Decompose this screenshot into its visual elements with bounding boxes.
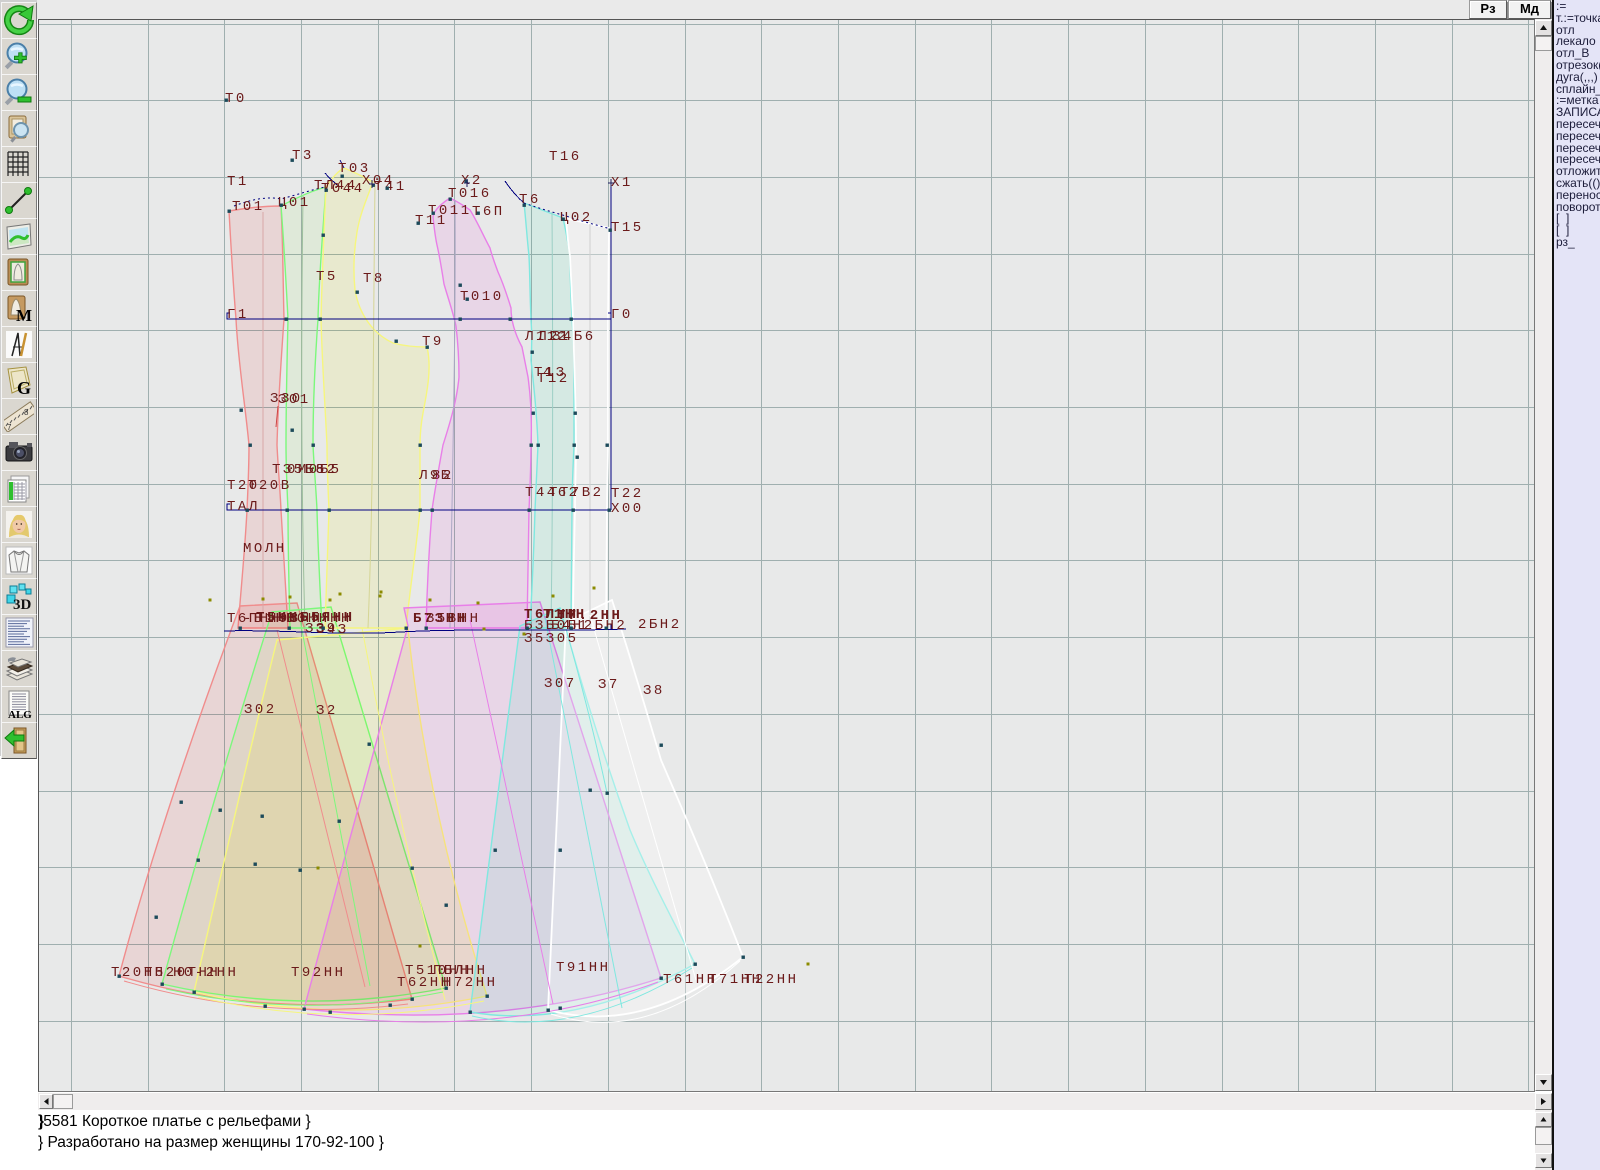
svg-text:Х04: Х04 — [362, 173, 395, 189]
svg-text:2БН2: 2БН2 — [638, 617, 682, 633]
svg-text:З5ВНН: З5ВНН — [426, 611, 481, 627]
svg-text:Т20В: Т20В — [248, 478, 292, 494]
svg-text:Л21: Л21 — [537, 329, 571, 345]
svg-text:Т4462: Т4462 — [525, 485, 580, 501]
svg-text:ТЗ5Б8: ТЗ5Б8 — [272, 462, 327, 478]
svg-text:Т5НН: Т5НН — [256, 610, 300, 626]
svg-text:Т11: Т11 — [415, 213, 448, 229]
svg-text:Т12: Т12 — [537, 371, 570, 387]
svg-text:Т5: Т5 — [316, 269, 338, 285]
svg-text:З8: З8 — [643, 683, 665, 699]
svg-text:Т1: Т1 — [227, 174, 249, 190]
svg-text:G: G — [17, 378, 31, 396]
svg-text:Т1НН: Т1НН — [543, 607, 587, 623]
svg-text:З01: З01 — [278, 392, 311, 408]
svg-text:Л112: Л112 — [524, 329, 569, 345]
svg-text:Т7.2НН: Т7.2НН — [557, 608, 622, 624]
svg-text:Н9ЗНН: Н9ЗНН — [268, 611, 323, 627]
svg-text:Т61НН: Т61НН — [663, 972, 718, 988]
svg-text:З4З: З4З — [316, 622, 349, 638]
svg-text:Т91НН: Т91НН — [556, 960, 611, 976]
svg-text:Т20: Т20 — [227, 478, 260, 494]
svg-text:Т6ЛНН: Т6ЛНН — [524, 607, 579, 623]
svg-text:ТАЛ: ТАЛ — [227, 499, 260, 515]
svg-text:З2: З2 — [316, 703, 338, 719]
svg-text:Л9Б: Л9Б — [418, 468, 452, 484]
svg-text:Т520ТНН: Т520ТНН — [144, 965, 220, 981]
svg-text:Х00: Х00 — [611, 501, 644, 517]
svg-text:ПБЛНН: ПБЛНН — [433, 963, 488, 979]
svg-text:Т3: Т3 — [292, 148, 314, 164]
svg-text:Т510НН: Т510НН — [405, 963, 470, 979]
svg-text:ЗЗ0: ЗЗ0 — [270, 391, 303, 407]
svg-text:Т16: Т16 — [549, 149, 582, 165]
svg-text:Т010: Т010 — [460, 289, 504, 305]
svg-text:Н0-2НН: Н0-2НН — [173, 965, 238, 981]
svg-text:82: 82 — [432, 468, 454, 484]
svg-text:Б7ЗНН: Б7ЗНН — [413, 611, 468, 627]
svg-text:Т6ПНН: Т6ПНН — [227, 611, 282, 627]
svg-text:Т8: Т8 — [363, 271, 385, 287]
svg-text:ЗЗ9: ЗЗ9 — [305, 621, 338, 637]
svg-text:0М0Б5: 0М0Б5 — [287, 462, 342, 478]
svg-text:Т016: Т016 — [448, 186, 492, 202]
svg-text:Т6П: Т6П — [472, 204, 505, 220]
svg-text:ТЛ44: ТЛ44 — [314, 178, 358, 194]
svg-text:В0НН: В0НН — [286, 611, 330, 627]
svg-text:4: 4 — [543, 365, 554, 381]
svg-text:БЗБ0Б1: БЗБ0Б1 — [524, 618, 589, 634]
svg-text:Т0: Т0 — [225, 91, 247, 107]
svg-text:Ц01: Ц01 — [278, 195, 311, 211]
svg-text:M: M — [16, 306, 32, 324]
svg-text:НН: НН — [330, 611, 352, 627]
svg-text:3D: 3D — [13, 597, 32, 612]
svg-text:Х1: Х1 — [611, 175, 633, 191]
svg-text:Х2: Х2 — [461, 173, 483, 189]
svg-text:ALG: ALG — [8, 709, 32, 720]
svg-text:Н72НН: Н72НН — [443, 975, 498, 991]
svg-text:Б52: Б52 — [305, 462, 338, 478]
svg-text:Ц02: Ц02 — [560, 210, 593, 226]
svg-text:Т9: Т9 — [422, 334, 444, 350]
svg-text:З4Б6: З4Б6 — [552, 329, 596, 345]
svg-text:Т20НН: Т20НН — [111, 965, 166, 981]
svg-text:8: 8 — [24, 408, 29, 417]
svg-text:ТТ7В2: ТТ7В2 — [549, 485, 604, 501]
svg-text:-Б1НН: -Б1НН — [243, 611, 298, 627]
svg-text:Т22: Т22 — [611, 486, 644, 502]
svg-text:Т1З: Т1З — [534, 365, 567, 381]
svg-text:Г0: Г0 — [611, 307, 633, 323]
svg-text:З02: З02 — [244, 702, 277, 718]
svg-text:З7: З7 — [598, 677, 620, 693]
svg-text:7: 7 — [7, 423, 12, 432]
svg-text:Б5ЯНН: Б5ЯНН — [300, 610, 355, 626]
svg-text:Т011: Т011 — [428, 203, 472, 219]
svg-text:Т01: Т01 — [232, 199, 265, 215]
svg-text:З07: З07 — [544, 676, 577, 692]
svg-text:З5З05: З5З05 — [524, 631, 579, 647]
svg-text:Г1: Г1 — [227, 307, 249, 323]
svg-text:Т15: Т15 — [611, 220, 644, 236]
svg-text:Т6: Т6 — [519, 192, 541, 208]
svg-text:Б4Н2БН2: Б4Н2БН2 — [551, 618, 627, 634]
svg-text:МОЛН: МОЛН — [243, 541, 287, 557]
svg-text:Т92НН: Т92НН — [291, 965, 346, 981]
svg-text:Т41: Т41 — [374, 179, 407, 195]
svg-text:Т71НН: Т71НН — [708, 972, 763, 988]
svg-text:Т044: Т044 — [321, 181, 365, 197]
svg-text:Т03: Т03 — [338, 161, 371, 177]
svg-text:Т62НН: Т62НН — [397, 975, 452, 991]
svg-text:Т22НН: Т22НН — [744, 972, 799, 988]
